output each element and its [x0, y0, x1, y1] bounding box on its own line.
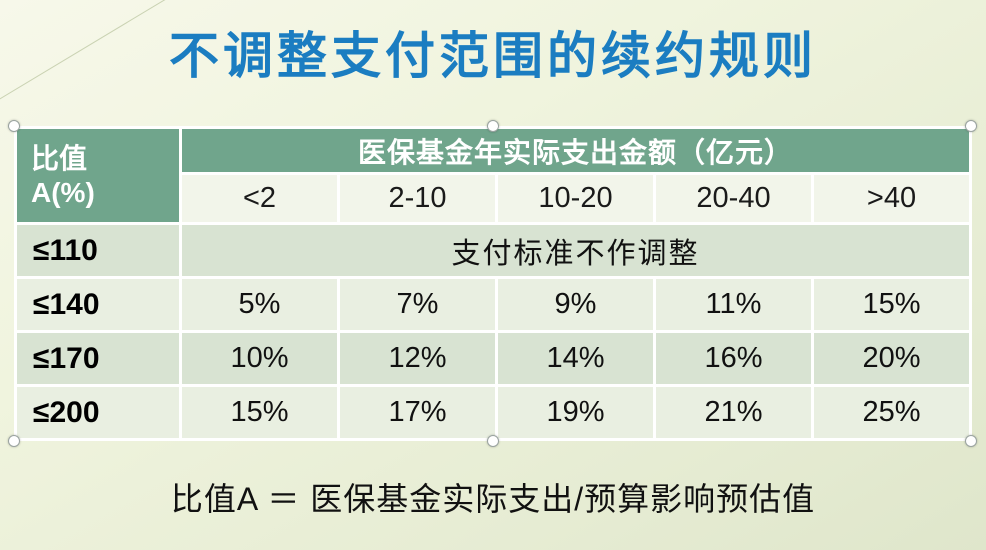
slide-title: 不调整支付范围的续约规则 — [169, 28, 817, 84]
value-cell[interactable]: 17% — [337, 384, 498, 441]
data-table[interactable]: 比值 A(%) 医保基金年实际支出金额（亿元） <2 2-10 10-20 20… — [14, 126, 973, 441]
value-cell[interactable]: 5% — [179, 276, 340, 333]
resize-handle-top-middle[interactable] — [487, 120, 499, 132]
table-row: ≤110 支付标准不作调整 — [14, 222, 973, 279]
no-adjust-cell[interactable]: 支付标准不作调整 — [178, 222, 973, 279]
value-cell[interactable]: 21% — [653, 384, 814, 441]
corner-header-line1: 比值 — [31, 142, 88, 174]
resize-handle-bottom-right[interactable] — [965, 435, 977, 447]
resize-handle-top-left[interactable] — [8, 120, 20, 132]
column-header[interactable]: 20-40 — [653, 172, 814, 225]
table-row: ≤200 15% 17% 19% 21% 25% — [14, 384, 973, 441]
table-row: ≤170 10% 12% 14% 16% 20% — [14, 330, 973, 387]
row-label[interactable]: ≤200 — [14, 384, 182, 441]
value-cell[interactable]: 7% — [337, 276, 498, 333]
column-header[interactable]: <2 — [179, 172, 340, 225]
value-cell[interactable]: 19% — [495, 384, 656, 441]
value-cell[interactable]: 20% — [810, 330, 973, 387]
resize-handle-top-right[interactable] — [965, 120, 977, 132]
value-cell[interactable]: 25% — [810, 384, 973, 441]
resize-handle-bottom-middle[interactable] — [487, 435, 499, 447]
column-header[interactable]: >40 — [810, 172, 973, 225]
value-cell[interactable]: 10% — [179, 330, 340, 387]
value-cell[interactable]: 9% — [495, 276, 656, 333]
value-cell[interactable]: 14% — [495, 330, 656, 387]
corner-header-line2: A(%) — [31, 176, 95, 208]
column-header[interactable]: 10-20 — [495, 172, 656, 225]
group-header-cell[interactable]: 医保基金年实际支出金额（亿元） — [178, 126, 973, 175]
row-label[interactable]: ≤170 — [14, 330, 182, 387]
corner-header-cell[interactable]: 比值 A(%) — [14, 126, 182, 225]
column-header[interactable]: 2-10 — [337, 172, 498, 225]
value-cell[interactable]: 16% — [653, 330, 814, 387]
resize-handle-bottom-left[interactable] — [8, 435, 20, 447]
value-cell[interactable]: 12% — [337, 330, 498, 387]
renewal-rules-table[interactable]: 比值 A(%) 医保基金年实际支出金额（亿元） <2 2-10 10-20 20… — [8, 120, 977, 447]
value-cell[interactable]: 11% — [653, 276, 814, 333]
formula-note: 比值A ＝ 医保基金实际支出/预算影响预估值 — [170, 481, 816, 517]
value-cell[interactable]: 15% — [179, 384, 340, 441]
table-row: ≤140 5% 7% 9% 11% 15% — [14, 276, 973, 333]
value-cell[interactable]: 15% — [810, 276, 973, 333]
row-label[interactable]: ≤110 — [14, 222, 182, 279]
row-label[interactable]: ≤140 — [14, 276, 182, 333]
